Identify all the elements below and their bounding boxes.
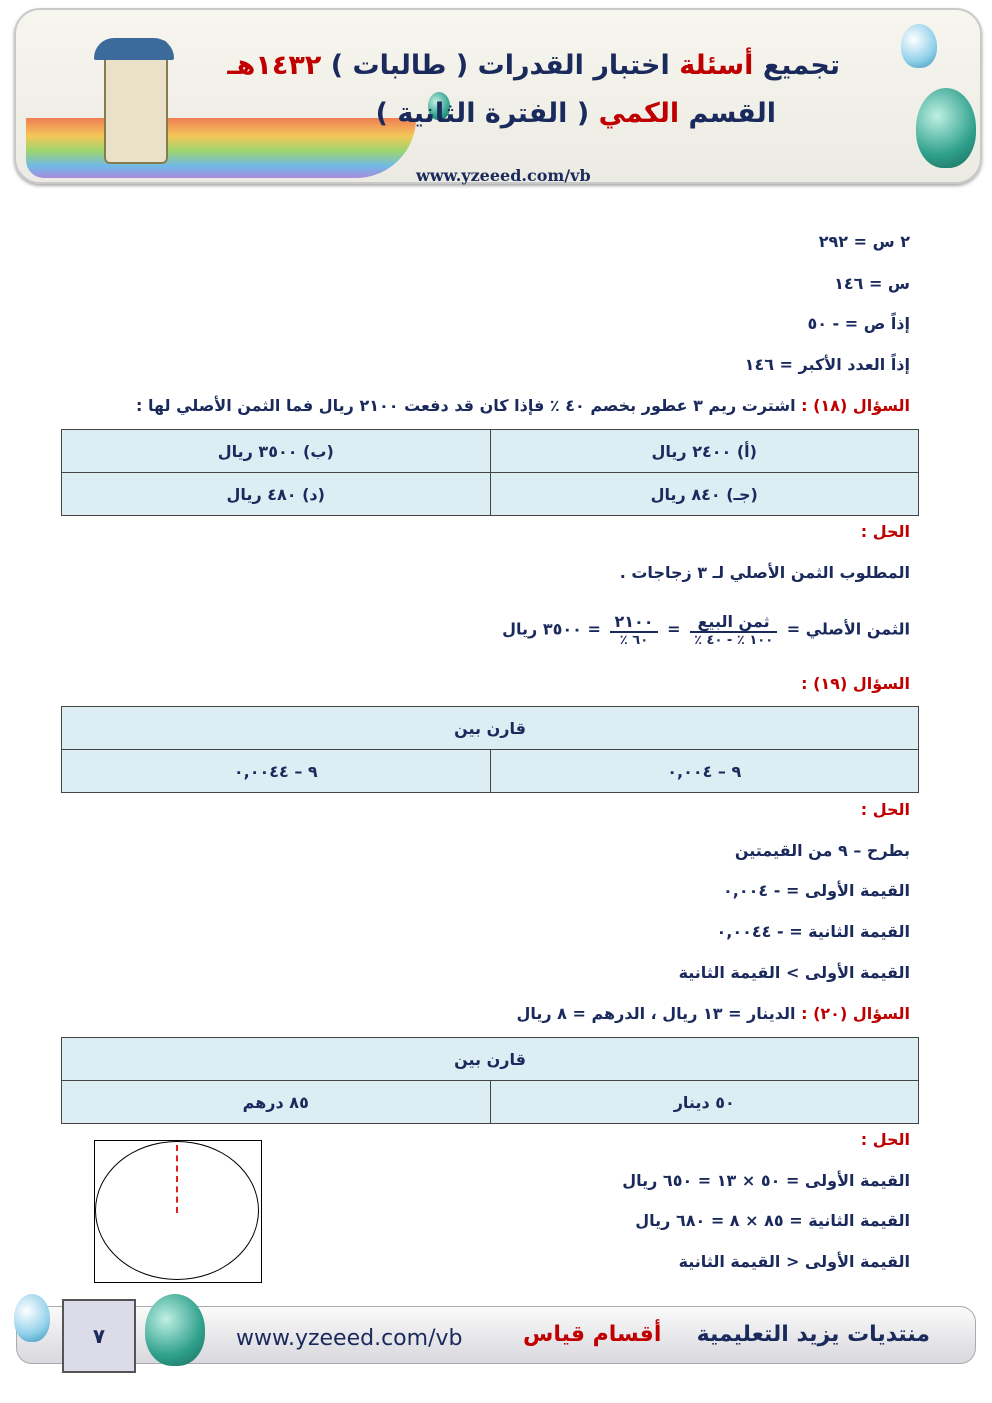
compare-header: قارن بين (61, 706, 919, 750)
footer-forum-name: منتديات يزيد التعليمية (696, 1322, 930, 1347)
equation: الثمن الأصلي = ثمن البيع ١٠٠ ٪ - ٤٠ ٪ = ٢… (502, 612, 910, 648)
solution-label: الحل : (860, 522, 910, 541)
denominator: ٦٠ ٪ (619, 633, 649, 648)
text-line: القيمة الأولى = ٥٠ × ١٣ = ٦٥٠ ريال (622, 1171, 910, 1190)
title-year: ١٤٣٢هـ (227, 50, 322, 81)
balloon-icon (428, 92, 450, 120)
question-label: السؤال (١٨) : (801, 396, 910, 415)
question-text: الدينار = ١٣ ريال ، الدرهم = ٨ ريال (516, 1004, 796, 1023)
header-url[interactable]: www.yzeeed.com/vb (416, 166, 591, 185)
solution-label: الحل : (860, 1130, 910, 1149)
text-line: القيمة الثانية = - ٠,٠٠٤٤ (716, 922, 910, 941)
numerator: ثمن البيع (690, 612, 778, 633)
equals-sign: = (667, 619, 681, 639)
footer-url[interactable]: www.yzeeed.com/vb (236, 1326, 463, 1351)
option-c[interactable]: (جـ) ٨٤٠ ريال (489, 472, 919, 516)
question-20: السؤال (٢٠) : الدينار = ١٣ ريال ، الدرهم… (516, 1004, 910, 1023)
page-number: ٧ (62, 1299, 136, 1373)
question-label: السؤال (٢٠) : (801, 1004, 910, 1023)
question-19-label: السؤال (١٩) : (801, 674, 910, 693)
title-text: تجميع (762, 50, 840, 81)
option-d[interactable]: (د) ٤٨٠ ريال (61, 472, 491, 516)
balloon-icon (916, 88, 976, 168)
title-text: اختبار القدرات ( طالبات ) (330, 50, 670, 81)
footer-section: أقسام قياس (523, 1322, 662, 1347)
text-line: القيمة الأولى = - ٠,٠٠٤ (723, 881, 910, 900)
subtitle-text: ( الفترة الثانية ) (375, 98, 590, 129)
text-line: س = ١٤٦ (834, 274, 910, 293)
text-line: بطرح – ٩ من القيمتين (734, 841, 910, 860)
solution-label: الحل : (860, 800, 910, 819)
text-line: القيمة الأولى < القيمة الثانية (678, 1252, 910, 1271)
compare-cell-second: ٩ – ٠,٠٠٤٤ (61, 749, 491, 793)
header-banner: تجميع أسئلة اختبار القدرات ( طالبات ) ١٤… (14, 8, 982, 185)
compare-cell-second: ٨٥ درهم (61, 1080, 491, 1124)
text-line: ٢ س = ٢٩٢ (818, 232, 910, 251)
q18-options-table: (أ) ٢٤٠٠ ريال (ب) ٣٥٠٠ ريال (جـ) ٨٤٠ ريال… (61, 429, 919, 516)
equation-lhs: الثمن الأصلي = (786, 619, 910, 639)
text-line: إذاً العدد الأكبر = ١٤٦ (744, 355, 910, 374)
q19-compare-table: قارن بين ٩ – ٠,٠٠٤ ٩ – ٠,٠٠٤٤ (61, 706, 919, 793)
header-subtitle: القسم الكمي ( الفترة الثانية ) (376, 98, 776, 129)
text-line: القيمة الأولى > القيمة الثانية (678, 963, 910, 982)
q20-compare-table: قارن بين ٥٠ دينار ٨٥ درهم (61, 1037, 919, 1124)
balloon-icon (145, 1294, 205, 1366)
dashed-line (176, 1145, 178, 1213)
subtitle-red-text: الكمي (598, 98, 680, 129)
compare-cell-first: ٥٠ دينار (489, 1080, 919, 1124)
rainbow-illustration (26, 118, 416, 178)
numerator: ٢١٠٠ (610, 612, 658, 633)
compare-cell-first: ٩ – ٠,٠٠٤ (489, 749, 919, 793)
ellipse-diagram (94, 1140, 262, 1283)
equation-rhs: = ٣٥٠٠ ريال (502, 619, 601, 639)
compare-header: قارن بين (61, 1037, 919, 1081)
fraction: ثمن البيع ١٠٠ ٪ - ٤٠ ٪ (690, 612, 778, 648)
subtitle-text: القسم (688, 98, 776, 129)
question-text: اشترت ريم ٣ عطور بخصم ٤٠ ٪ فإذا كان قد د… (136, 396, 796, 415)
option-a[interactable]: (أ) ٢٤٠٠ ريال (489, 429, 919, 473)
text-line: المطلوب الثمن الأصلي لـ ٣ زجاجات . (619, 563, 910, 582)
option-b[interactable]: (ب) ٣٥٠٠ ريال (61, 429, 491, 473)
question-18: السؤال (١٨) : اشترت ريم ٣ عطور بخصم ٤٠ ٪… (136, 396, 910, 415)
balloon-icon (901, 24, 937, 68)
denominator: ١٠٠ ٪ - ٤٠ ٪ (694, 633, 774, 648)
text-line: القيمة الثانية = ٨٥ × ٨ = ٦٨٠ ريال (635, 1211, 910, 1230)
tower-roof-illustration (94, 38, 174, 60)
tower-illustration (104, 40, 168, 164)
title-red-text: أسئلة (679, 50, 754, 81)
text-line: إذاً ص = - ٥٠ (807, 314, 910, 333)
fraction: ٢١٠٠ ٦٠ ٪ (610, 612, 658, 648)
balloon-icon (14, 1294, 50, 1342)
header-title: تجميع أسئلة اختبار القدرات ( طالبات ) ١٤… (227, 50, 840, 81)
ellipse-shape (95, 1141, 259, 1280)
